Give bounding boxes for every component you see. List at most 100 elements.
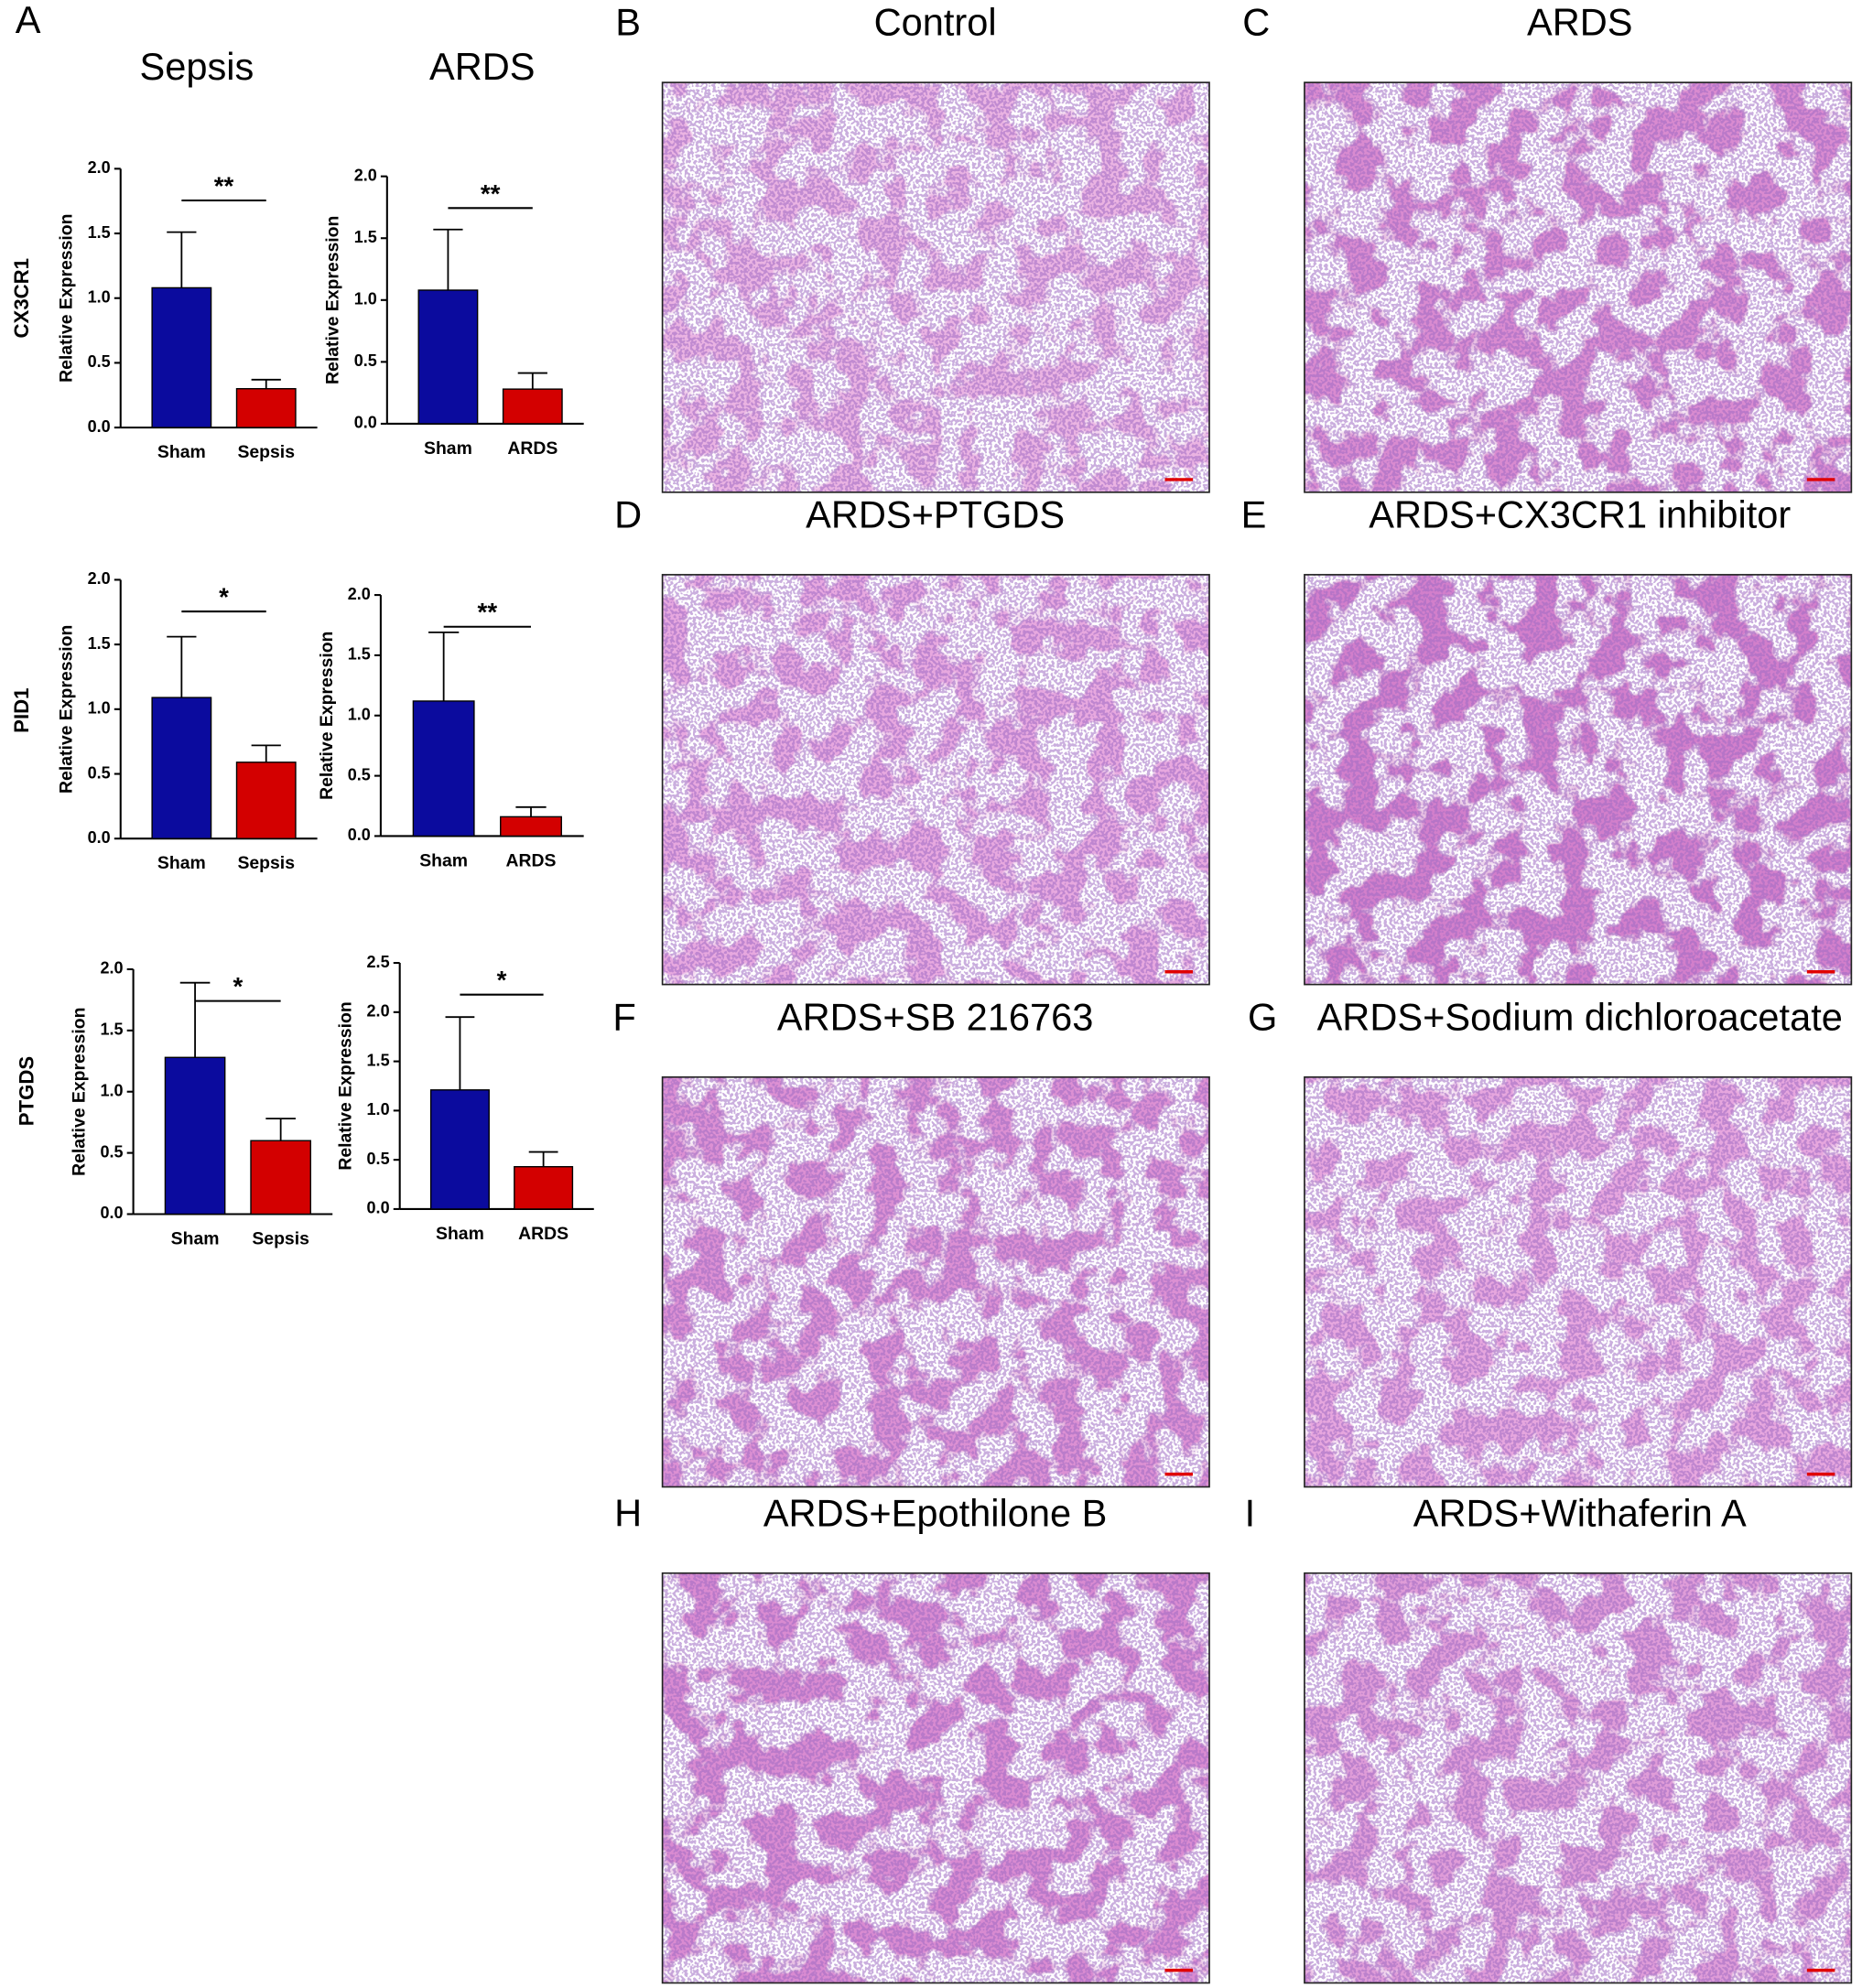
significance-label: ** — [478, 598, 498, 626]
panel-title: ARDS+Withaferin A — [1413, 1491, 1747, 1534]
histology-nuclei — [662, 574, 1210, 985]
significance-label: * — [219, 583, 229, 611]
x-tick-label: Sham — [157, 853, 206, 873]
significance-label: * — [233, 972, 243, 1000]
y-tick-label: 0.5 — [354, 351, 377, 370]
y-tick-label: 0.5 — [348, 765, 371, 783]
histology-nuclei — [662, 1076, 1210, 1487]
y-tick-label: 1.0 — [348, 706, 371, 724]
x-tick-label: Sepsis — [237, 853, 295, 873]
panel-letter: A — [16, 0, 41, 41]
x-tick-label: Sepsis — [237, 442, 295, 462]
y-tick-label: 2.0 — [348, 585, 371, 603]
y-axis-label: Relative Expression — [57, 214, 77, 383]
panel-title: ARDS+PTGDS — [806, 493, 1065, 536]
panel-title: ARDS+Sodium dichloroacetate — [1317, 995, 1843, 1038]
image-border — [661, 81, 1210, 493]
bar — [429, 1089, 490, 1210]
y-axis-label: Relative Expression — [70, 1008, 90, 1176]
column-title: ARDS — [429, 45, 536, 88]
y-tick-label: 2.0 — [367, 1002, 390, 1021]
bar — [151, 286, 212, 428]
panel-letter: D — [614, 493, 642, 536]
panel-title: ARDS+Epothilone B — [763, 1491, 1108, 1534]
image-border — [661, 574, 1210, 986]
y-tick-label: 1.0 — [100, 1081, 123, 1099]
y-tick-label: 2.0 — [88, 569, 111, 588]
y-tick-label: 1.0 — [367, 1100, 390, 1118]
bar — [151, 697, 212, 839]
y-tick-label: 1.5 — [100, 1021, 123, 1039]
bar — [164, 1056, 226, 1215]
image-border — [1304, 81, 1853, 493]
histology-nuclei — [662, 1572, 1210, 1983]
x-tick-label: Sham — [171, 1228, 220, 1248]
bar — [250, 1140, 311, 1215]
y-tick-label: 0.0 — [88, 417, 111, 436]
y-tick-label: 0.0 — [354, 414, 377, 432]
bar — [502, 388, 563, 425]
bar — [514, 1165, 574, 1210]
y-tick-label: 1.0 — [88, 699, 111, 718]
histology-nuclei — [662, 82, 1210, 492]
panel-letter: I — [1245, 1491, 1256, 1534]
histology-nuclei — [1304, 1076, 1852, 1487]
bar — [417, 289, 479, 425]
x-tick-label: ARDS — [506, 850, 557, 870]
image-border — [1304, 574, 1853, 986]
histology-nuclei — [1304, 574, 1852, 985]
panel-title: ARDS+SB 216763 — [777, 995, 1094, 1038]
y-axis-label: Relative Expression — [336, 1001, 356, 1170]
row-label: CX3CR1 — [10, 258, 33, 338]
row-label: PID1 — [10, 688, 33, 733]
y-tick-label: 0.5 — [367, 1150, 390, 1168]
y-tick-label: 0.0 — [367, 1199, 390, 1217]
image-border — [1304, 1572, 1853, 1984]
panel-letter: H — [614, 1491, 642, 1534]
bar — [235, 388, 297, 428]
panel-title: Control — [874, 1, 997, 44]
y-tick-label: 0.0 — [100, 1204, 123, 1222]
panel-title: ARDS — [1527, 1, 1633, 44]
x-tick-label: Sepsis — [252, 1228, 309, 1248]
image-border — [661, 1075, 1210, 1488]
y-axis-label: Relative Expression — [317, 632, 337, 800]
significance-label: ** — [214, 171, 234, 200]
bar — [412, 700, 475, 837]
histology-nuclei — [1304, 82, 1852, 492]
y-tick-label: 1.0 — [354, 290, 377, 308]
y-tick-label: 1.5 — [348, 645, 371, 664]
y-tick-label: 0.5 — [100, 1142, 123, 1161]
image-border — [1304, 1075, 1853, 1488]
y-tick-label: 1.0 — [88, 287, 111, 306]
panel-letter: E — [1241, 493, 1267, 536]
column-title: Sepsis — [140, 45, 254, 88]
y-axis-label: Relative Expression — [323, 216, 343, 384]
y-axis-label: Relative Expression — [57, 625, 77, 794]
y-tick-label: 0.0 — [88, 828, 111, 847]
y-tick-label: 1.5 — [88, 223, 111, 242]
significance-label: ** — [481, 179, 501, 208]
x-tick-label: Sham — [419, 850, 468, 870]
row-label: PTGDS — [15, 1056, 38, 1126]
x-tick-label: ARDS — [518, 1224, 568, 1244]
panel-letter: B — [615, 1, 641, 44]
y-tick-label: 2.0 — [88, 158, 111, 177]
x-tick-label: ARDS — [507, 438, 558, 459]
y-tick-label: 1.5 — [88, 634, 111, 653]
histology-nuclei — [1304, 1572, 1852, 1983]
y-tick-label: 0.0 — [348, 826, 371, 844]
y-tick-label: 0.5 — [88, 763, 111, 782]
panel-letter: G — [1248, 995, 1277, 1038]
y-tick-label: 1.5 — [367, 1051, 390, 1069]
y-tick-label: 0.5 — [88, 352, 111, 371]
bar — [235, 762, 297, 839]
x-tick-label: Sham — [157, 442, 206, 462]
panel-letter: F — [612, 995, 635, 1038]
x-tick-label: Sham — [424, 438, 472, 459]
y-tick-label: 1.5 — [354, 228, 377, 246]
panel-title: ARDS+CX3CR1 inhibitor — [1369, 493, 1791, 536]
y-tick-label: 2.5 — [367, 953, 390, 971]
